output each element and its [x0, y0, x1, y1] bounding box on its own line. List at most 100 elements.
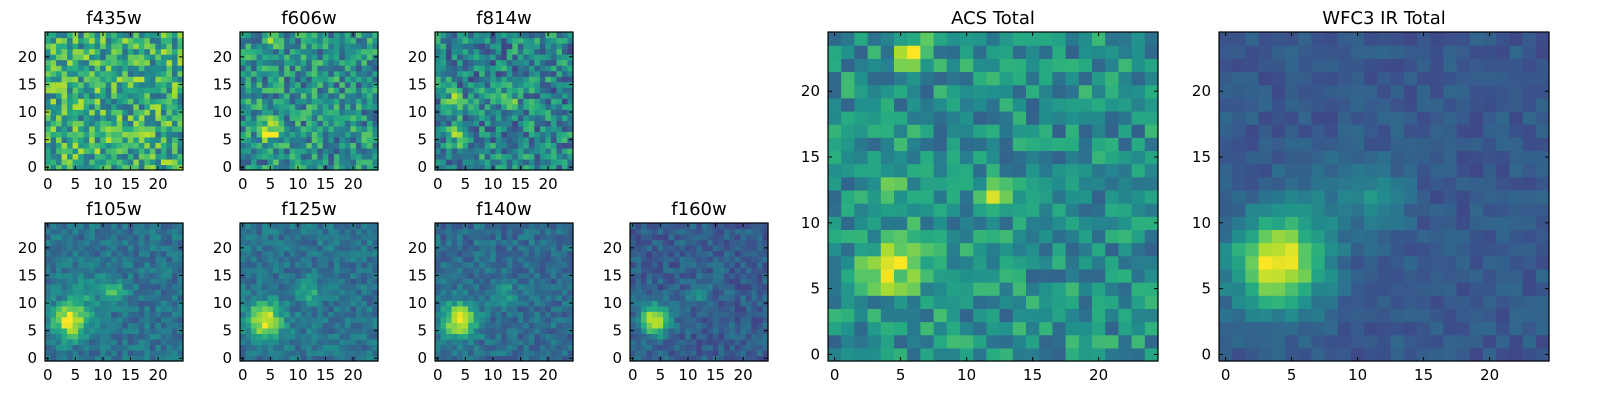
heatmap-cell [144, 306, 150, 312]
heatmap-cell [452, 256, 458, 262]
heatmap-cell [328, 223, 334, 229]
heatmap-cell [718, 284, 724, 290]
heatmap-cell [534, 93, 540, 99]
heatmap-cell [339, 333, 345, 339]
heatmap-cell [545, 339, 551, 345]
heatmap-cell [350, 311, 356, 317]
heatmap-cell [518, 295, 524, 301]
heatmap-cell [155, 104, 161, 110]
heatmap-cell [540, 267, 546, 273]
heatmap-cell [507, 256, 513, 262]
heatmap-cell [523, 120, 529, 126]
heatmap-cell [301, 240, 307, 246]
heatmap-cell [106, 131, 112, 137]
heatmap-cell [166, 104, 172, 110]
heatmap-cell [301, 82, 307, 88]
heatmap-cell [51, 350, 57, 356]
heatmap-cell [268, 71, 274, 77]
heatmap-cell [1026, 177, 1040, 191]
heatmap-cell [172, 142, 178, 148]
heatmap-cell [62, 229, 68, 235]
heatmap-cell [1066, 177, 1080, 191]
heatmap-cell [323, 289, 329, 295]
heatmap-cell [757, 273, 763, 279]
heatmap-cell [166, 317, 172, 323]
heatmap-cell [1105, 203, 1119, 217]
heatmap-cell [117, 71, 123, 77]
heatmap-cell [306, 109, 312, 115]
heatmap-cell [735, 245, 741, 251]
heatmap-cell [545, 229, 551, 235]
heatmap-cell [1132, 190, 1146, 204]
heatmap-cell [45, 159, 51, 165]
heatmap-cell [534, 71, 540, 77]
heatmap-cell [540, 115, 546, 121]
heatmap-cell [551, 137, 557, 143]
heatmap-cell [279, 93, 285, 99]
heatmap-cell [841, 190, 855, 204]
heatmap-cell [95, 115, 101, 121]
heatmap-cell [257, 104, 263, 110]
heatmap-cell [641, 306, 647, 312]
heatmap-cell [73, 148, 79, 154]
heatmap-cell [51, 93, 57, 99]
heatmap-cell [345, 234, 351, 240]
heatmap-cell [707, 240, 713, 246]
heatmap-cell [150, 126, 156, 132]
heatmap-cell [529, 295, 535, 301]
heatmap-cell [356, 87, 362, 93]
heatmap-cell [328, 131, 334, 137]
heatmap-cell [45, 87, 51, 93]
heatmap-cell [718, 300, 724, 306]
heatmap-cell [284, 322, 290, 328]
heatmap-cell [707, 289, 713, 295]
heatmap-cell [122, 153, 128, 159]
heatmap-cell [685, 284, 691, 290]
heatmap-cell [262, 98, 268, 104]
heatmap-cell [718, 278, 724, 284]
heatmap-cell [139, 251, 145, 257]
heatmap-cell [512, 142, 518, 148]
heatmap-cell [740, 251, 746, 257]
heatmap-cell [960, 190, 974, 204]
heatmap-cell [339, 54, 345, 60]
heatmap-cell [496, 38, 502, 44]
heatmap-cell [144, 71, 150, 77]
heatmap-cell [56, 344, 62, 350]
heatmap-cell [707, 229, 713, 235]
heatmap-cell [740, 245, 746, 251]
heatmap-cell [545, 311, 551, 317]
heatmap-cell [518, 273, 524, 279]
heatmap-cell [696, 350, 702, 356]
heatmap-cell [463, 137, 469, 143]
heatmap-cell [45, 131, 51, 137]
heatmap-cell [161, 278, 167, 284]
heatmap-cell [746, 234, 752, 240]
heatmap-cell [306, 137, 312, 143]
heatmap-cell [246, 142, 252, 148]
heatmap-cell [312, 82, 318, 88]
heatmap-cell [685, 339, 691, 345]
heatmap-cell [735, 267, 741, 273]
heatmap-cell [854, 348, 868, 362]
heatmap-cell [133, 60, 139, 66]
heatmap-cell [111, 306, 117, 312]
heatmap-cell [1026, 190, 1040, 204]
heatmap-cell [529, 98, 535, 104]
heatmap-cell [540, 93, 546, 99]
heatmap-cell [246, 311, 252, 317]
heatmap-cell [960, 269, 974, 283]
heatmap-cell [161, 49, 167, 55]
heatmap-cell [56, 339, 62, 345]
heatmap-cell [284, 273, 290, 279]
heatmap-cell [562, 273, 568, 279]
heatmap-cell [45, 344, 51, 350]
heatmap-cell [452, 120, 458, 126]
heatmap-cell [518, 131, 524, 137]
heatmap-cell [485, 317, 491, 323]
heatmap-cell [290, 344, 296, 350]
heatmap-cell [746, 333, 752, 339]
heatmap-cell [268, 284, 274, 290]
heatmap-cell [529, 333, 535, 339]
heatmap-cell [312, 115, 318, 121]
